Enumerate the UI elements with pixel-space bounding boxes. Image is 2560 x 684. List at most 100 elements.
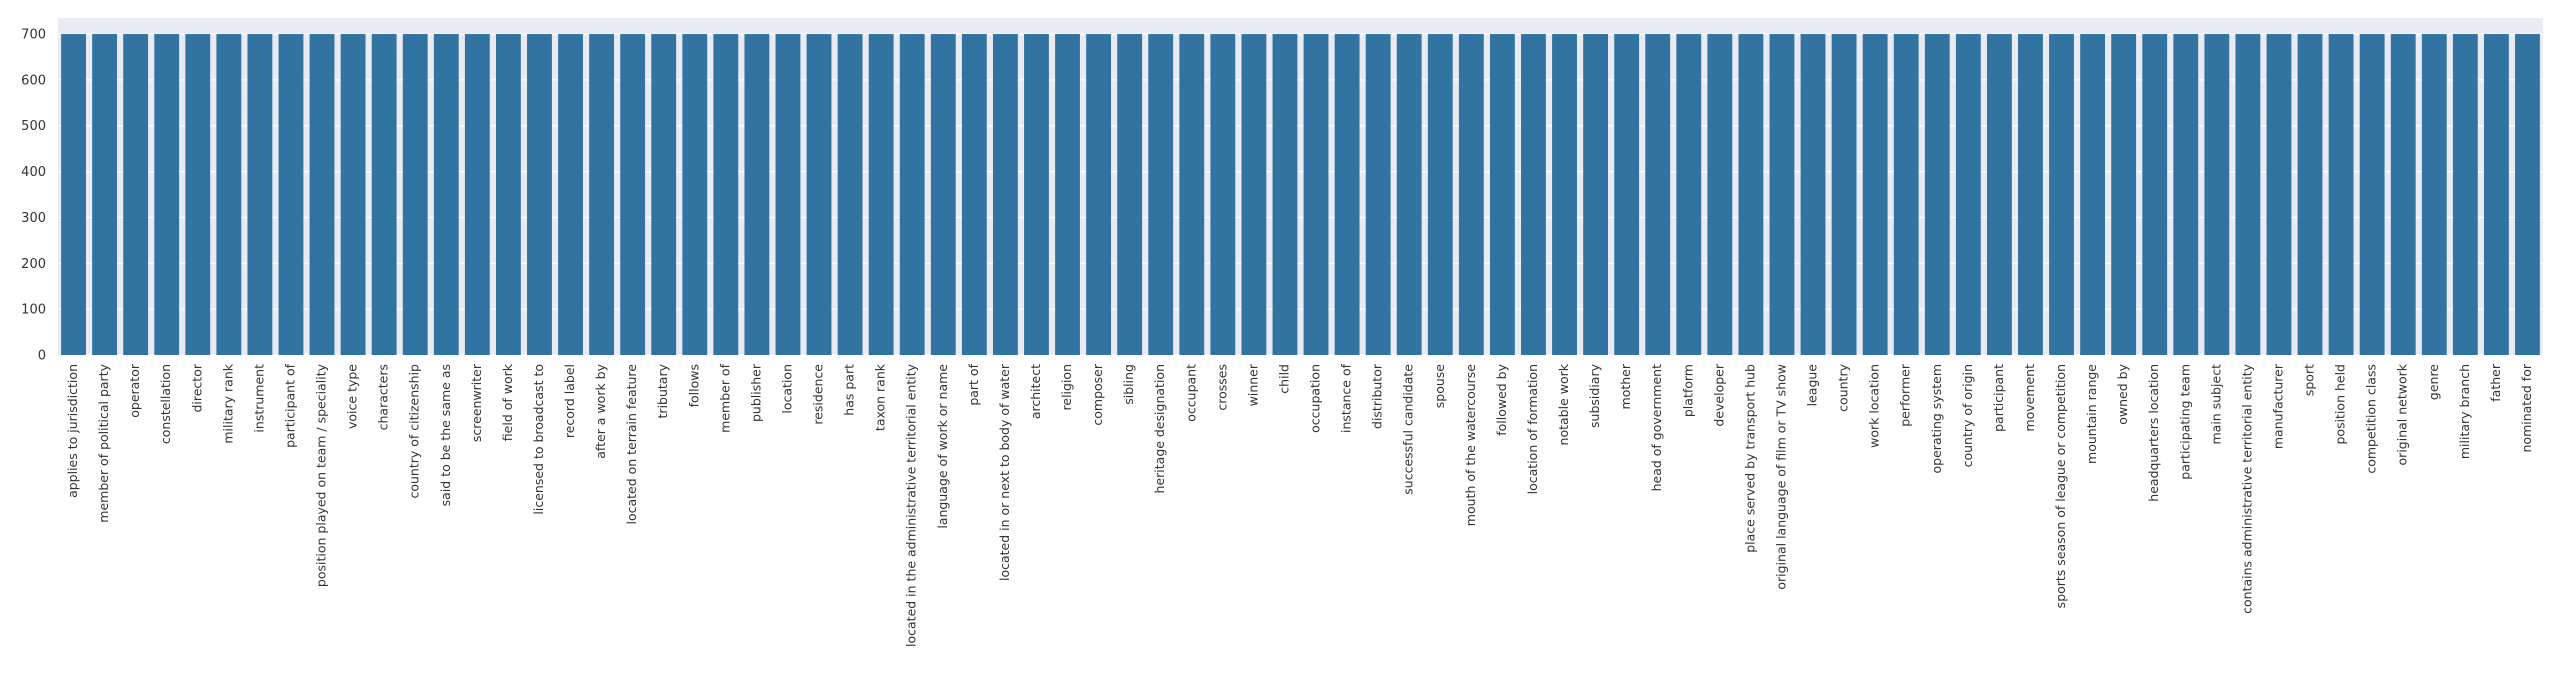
- x-tick-label: licensed to broadcast to: [531, 364, 546, 515]
- x-tick-label: work location: [1867, 364, 1882, 448]
- x-tick-label: distributor: [1370, 363, 1385, 429]
- bar: [744, 34, 770, 356]
- bar: [1893, 34, 1919, 356]
- x-tick-label: subsidiary: [1587, 363, 1602, 428]
- bar: [2297, 34, 2323, 356]
- x-tick-label: director: [189, 363, 204, 412]
- bar: [1334, 34, 1360, 356]
- bar: [558, 34, 583, 356]
- bar: [1521, 34, 1546, 356]
- y-tick-label: 200: [21, 257, 46, 272]
- x-tick-label: crosses: [1214, 364, 1229, 411]
- bar: [868, 34, 894, 356]
- x-tick-label: characters: [376, 364, 391, 430]
- x-tick-label: notable work: [1556, 363, 1571, 445]
- x-tick-label: instance of: [1339, 363, 1354, 433]
- x-tick-label: winner: [1245, 363, 1260, 406]
- y-tick-label: 0: [38, 349, 46, 364]
- x-tick-label: record label: [562, 364, 577, 438]
- x-tick-label: country: [1836, 363, 1851, 411]
- y-tick-label: 100: [21, 303, 46, 318]
- x-tick-label: participant: [1991, 364, 2006, 432]
- bar: [1614, 34, 1640, 356]
- x-tick-label: residence: [811, 364, 826, 425]
- bar: [899, 34, 925, 356]
- x-tick-label: nominated for: [2519, 363, 2534, 452]
- bar: [589, 34, 615, 356]
- x-tick-label: applies to jurisdiction: [65, 364, 80, 498]
- x-tick-label: located in or next to body of water: [997, 363, 1012, 581]
- bar: [1427, 34, 1453, 356]
- bar: [185, 34, 211, 356]
- bar: [2049, 34, 2074, 356]
- bar: [992, 34, 1018, 356]
- x-tick-label: mouth of the watercourse: [1463, 364, 1478, 526]
- x-tick-label: successful candidate: [1401, 364, 1416, 495]
- x-tick-label: instrument: [251, 364, 266, 433]
- bar: [2173, 34, 2199, 356]
- x-tick-label: military rank: [220, 363, 235, 443]
- x-tick-label: platform: [1680, 364, 1695, 417]
- x-tick-label: participating team: [2177, 364, 2192, 480]
- bar: [651, 34, 677, 356]
- bar: [278, 34, 304, 356]
- bar: [527, 34, 552, 356]
- x-tick-label: has part: [842, 364, 857, 416]
- x-tick-label: tributary: [655, 363, 670, 418]
- bar: [2235, 34, 2261, 356]
- x-tick-label: original network: [2395, 363, 2410, 465]
- bar: [402, 34, 428, 356]
- y-tick-label: 600: [21, 73, 46, 88]
- bar: [433, 34, 459, 356]
- x-tick-label: military branch: [2457, 364, 2472, 459]
- x-tick-label: genre: [2426, 364, 2441, 400]
- x-tick-label: contains administrative territorial enti…: [2239, 363, 2254, 613]
- x-tick-label: main subject: [2208, 364, 2223, 445]
- x-tick-label: language of work or name: [935, 364, 950, 529]
- bar: [61, 34, 86, 356]
- x-tick-label: constellation: [158, 364, 173, 444]
- y-tick-labels: 0 100 200 300 400 500 600 700: [21, 28, 46, 364]
- x-tick-label: country of origin: [1960, 364, 1975, 467]
- bar: [464, 34, 490, 356]
- bar: [2421, 34, 2447, 356]
- bar: [1800, 34, 1826, 356]
- bar: [1458, 34, 1484, 356]
- bar: [2080, 34, 2106, 356]
- bar: [1552, 34, 1577, 356]
- bar: [1272, 34, 1298, 356]
- bar: [2018, 34, 2043, 356]
- bar: [1707, 34, 1733, 356]
- bar: [775, 34, 801, 356]
- bar: [1303, 34, 1329, 356]
- x-tick-label: position held: [2333, 364, 2348, 445]
- x-tick-label: operating system: [1929, 364, 1944, 473]
- x-tick-label: said to be the same as: [438, 364, 453, 506]
- bar: [2328, 34, 2354, 356]
- bar: [2142, 34, 2168, 356]
- bar: [2111, 34, 2137, 356]
- x-tick-label: composer: [1090, 363, 1105, 425]
- bar: [1024, 34, 1049, 356]
- x-tick-label: occupant: [1183, 364, 1198, 422]
- bar: [1241, 34, 1267, 356]
- y-tick-label: 700: [21, 28, 46, 43]
- bar: [1955, 34, 1981, 356]
- x-tick-label: manufacturer: [2270, 363, 2285, 449]
- x-tick-label: performer: [1898, 363, 1913, 427]
- x-tick-label: country of citizenship: [407, 364, 422, 499]
- x-tick-label: heritage designation: [1152, 364, 1167, 493]
- x-tick-label: followed by: [1494, 363, 1509, 435]
- x-tick-label: sibling: [1121, 364, 1136, 405]
- bar: [1210, 34, 1236, 356]
- x-tick-label: taxon rank: [873, 363, 888, 431]
- x-tick-label: field of work: [500, 363, 515, 441]
- bar: [2483, 34, 2509, 356]
- bar: [806, 34, 832, 356]
- x-tick-label: league: [1805, 364, 1820, 407]
- bar: [340, 34, 366, 356]
- bar: [2452, 34, 2478, 356]
- bar: [2515, 34, 2540, 356]
- bar: [1645, 34, 1671, 356]
